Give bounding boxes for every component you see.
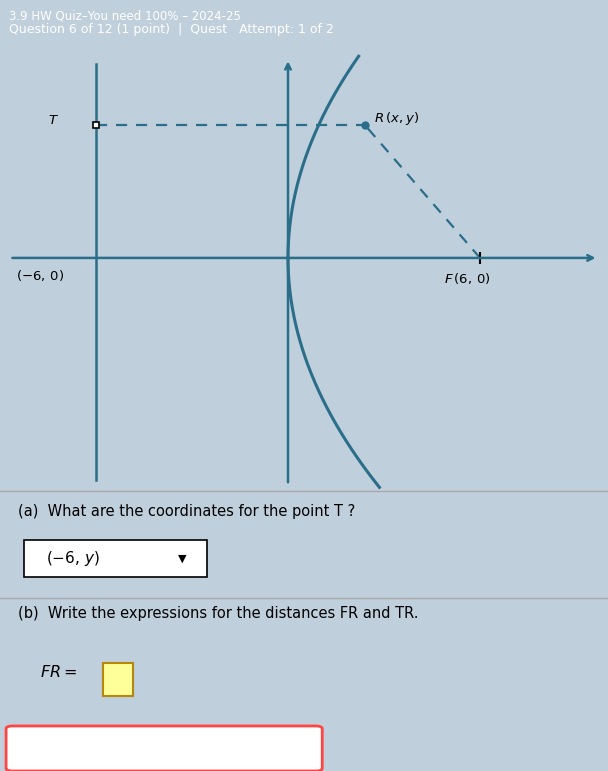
Text: (a)  What are the coordinates for the point T ?: (a) What are the coordinates for the poi…: [18, 503, 356, 519]
Text: $F\,(6,\,0)$: $F\,(6,\,0)$: [444, 271, 491, 286]
Text: $T$: $T$: [48, 113, 59, 126]
FancyBboxPatch shape: [103, 662, 133, 696]
Text: $(-6,\,0)$: $(-6,\,0)$: [16, 268, 64, 283]
Text: ▼: ▼: [178, 554, 187, 564]
Text: (b)  Write the expressions for the distances FR and TR.: (b) Write the expressions for the distan…: [18, 606, 419, 621]
Text: Question 6 of 12 (1 point)  |  Quest   Attempt: 1 of 2: Question 6 of 12 (1 point) | Quest Attem…: [9, 23, 334, 35]
FancyBboxPatch shape: [6, 726, 322, 771]
Text: $(-6,\,y)$: $(-6,\,y)$: [46, 549, 100, 568]
Text: $R\,(x,y)$: $R\,(x,y)$: [375, 110, 420, 127]
FancyBboxPatch shape: [24, 540, 207, 577]
Text: 3.9 HW Quiz–You need 100% – 2024-25: 3.9 HW Quiz–You need 100% – 2024-25: [9, 9, 241, 22]
Text: $FR =$: $FR =$: [40, 664, 77, 680]
